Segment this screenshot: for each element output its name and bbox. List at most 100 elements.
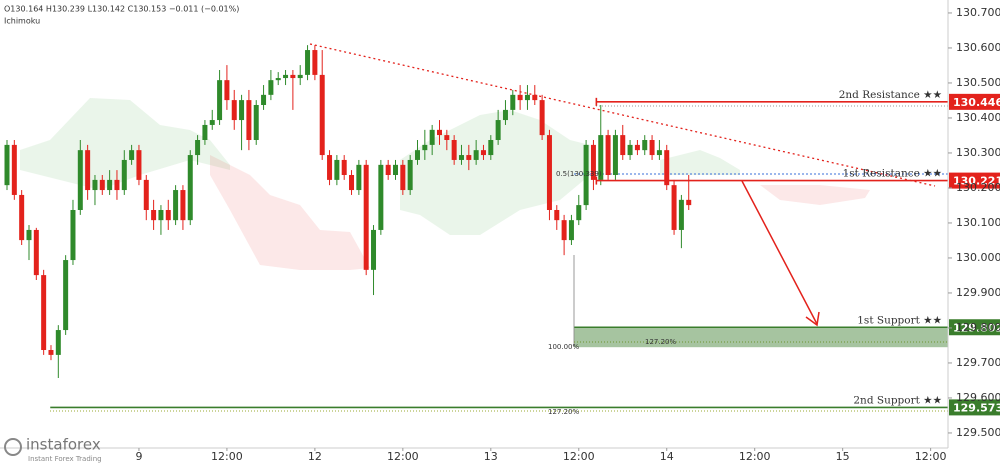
y-tick-label: 130.000	[956, 251, 1000, 264]
fib-label: 127.20%	[645, 338, 676, 346]
y-tick-label: 129.500	[956, 426, 1000, 439]
candle-body	[4, 144, 10, 186]
candle-body	[656, 150, 662, 156]
y-tick-label: 130.200	[956, 181, 1000, 194]
tagline: Instant Forex Trading	[28, 455, 102, 463]
candle-body	[85, 150, 91, 191]
candle-body	[202, 124, 208, 140]
level-price: 130.446	[953, 96, 1000, 109]
x-tick-label: 12:00	[211, 450, 243, 463]
y-tick-label: 129.700	[956, 356, 1000, 369]
candle-body	[319, 74, 325, 156]
candle-body	[686, 199, 692, 206]
candle-body	[231, 100, 237, 121]
candle-body	[583, 144, 589, 206]
candle-body	[305, 50, 311, 75]
fib-label: 0.5(130.339)	[556, 170, 602, 178]
y-tick-label: 130.400	[956, 111, 1000, 124]
candle-body	[612, 135, 618, 175]
arrow	[741, 180, 820, 327]
candle-body	[436, 129, 442, 136]
x-tick-label: 12:00	[739, 450, 771, 463]
candle-body	[327, 155, 333, 180]
candle-body	[63, 260, 69, 331]
candle-body	[11, 144, 17, 195]
fib-label: 127.20%	[548, 408, 579, 416]
candle-body	[473, 150, 479, 160]
logo-icon	[4, 438, 22, 456]
candle-body	[70, 210, 76, 261]
candle-body	[41, 275, 47, 350]
ohlc-header: O130.164 H130.239 L130.142 C130.153 −0.0…	[4, 5, 239, 14]
candle-body	[393, 164, 399, 175]
candle-body	[297, 74, 303, 79]
x-tick-label: 13	[484, 450, 498, 463]
candle-body	[268, 80, 274, 95]
level-name: 2nd Resistance ★★	[839, 89, 943, 101]
candle-body	[598, 135, 604, 180]
candle-body	[532, 94, 538, 101]
candle-body	[510, 94, 516, 110]
candle-body	[576, 205, 582, 221]
x-tick-label: 12:00	[915, 450, 947, 463]
x-tick-label: 12:00	[563, 450, 595, 463]
y-tick-label: 130.300	[956, 146, 1000, 159]
candle-body	[561, 220, 567, 241]
candle-body	[217, 80, 223, 121]
y-tick-label: 130.500	[956, 76, 1000, 89]
candle-body	[114, 179, 120, 191]
support-zone	[574, 327, 948, 348]
candle-body	[246, 100, 252, 140]
y-tick-label: 129.900	[956, 286, 1000, 299]
candle-body	[422, 144, 428, 151]
candle-body	[495, 120, 501, 140]
candle-body	[187, 155, 193, 221]
candle-body	[55, 330, 61, 355]
candle-body	[143, 179, 149, 210]
fib-lines	[50, 105, 948, 412]
candle-body	[444, 135, 450, 140]
candle-body	[678, 199, 684, 230]
candle-body	[400, 164, 406, 191]
y-tick-label: 129.600	[956, 391, 1000, 404]
candle-body	[627, 144, 633, 156]
watermark: instaforex Instant Forex Trading	[4, 436, 102, 463]
candle-body	[129, 150, 135, 160]
y-tick-label: 130.600	[956, 41, 1000, 54]
candle-body	[642, 140, 648, 151]
candle-body	[173, 190, 179, 221]
candle-body	[385, 164, 391, 175]
candle-body	[283, 74, 289, 79]
brand: instaforex	[26, 436, 101, 454]
cloud-red	[760, 185, 870, 205]
candle-body	[568, 220, 574, 241]
candle-body	[92, 179, 98, 191]
axes: 130.700 130.600 130.500 130.400 130.300 130.2…	[135, 6, 1000, 463]
candle-body	[488, 140, 494, 156]
candle-body	[546, 135, 552, 210]
level-price-box	[949, 319, 1000, 336]
candle-body	[349, 175, 355, 191]
candle-body	[480, 150, 486, 156]
candle-body	[33, 229, 39, 276]
candle-body	[363, 164, 369, 270]
candle-body	[451, 140, 457, 160]
level-price-box	[949, 93, 1000, 110]
candle-body	[341, 159, 347, 175]
candle-body	[209, 120, 215, 125]
candle-body	[539, 100, 545, 136]
candle-body	[151, 210, 157, 221]
cloud-red	[210, 155, 370, 270]
candle-body	[99, 179, 105, 191]
level-name: 1st Support ★★	[857, 314, 942, 326]
candle-body	[371, 229, 377, 270]
candle-body	[664, 150, 670, 186]
arrow-shaft	[741, 180, 818, 325]
candle-body	[224, 80, 230, 101]
fib-label: 100.00%	[548, 343, 579, 351]
candle-body	[253, 105, 259, 140]
candle-body	[590, 144, 596, 180]
y-tick-label: 130.100	[956, 216, 1000, 229]
